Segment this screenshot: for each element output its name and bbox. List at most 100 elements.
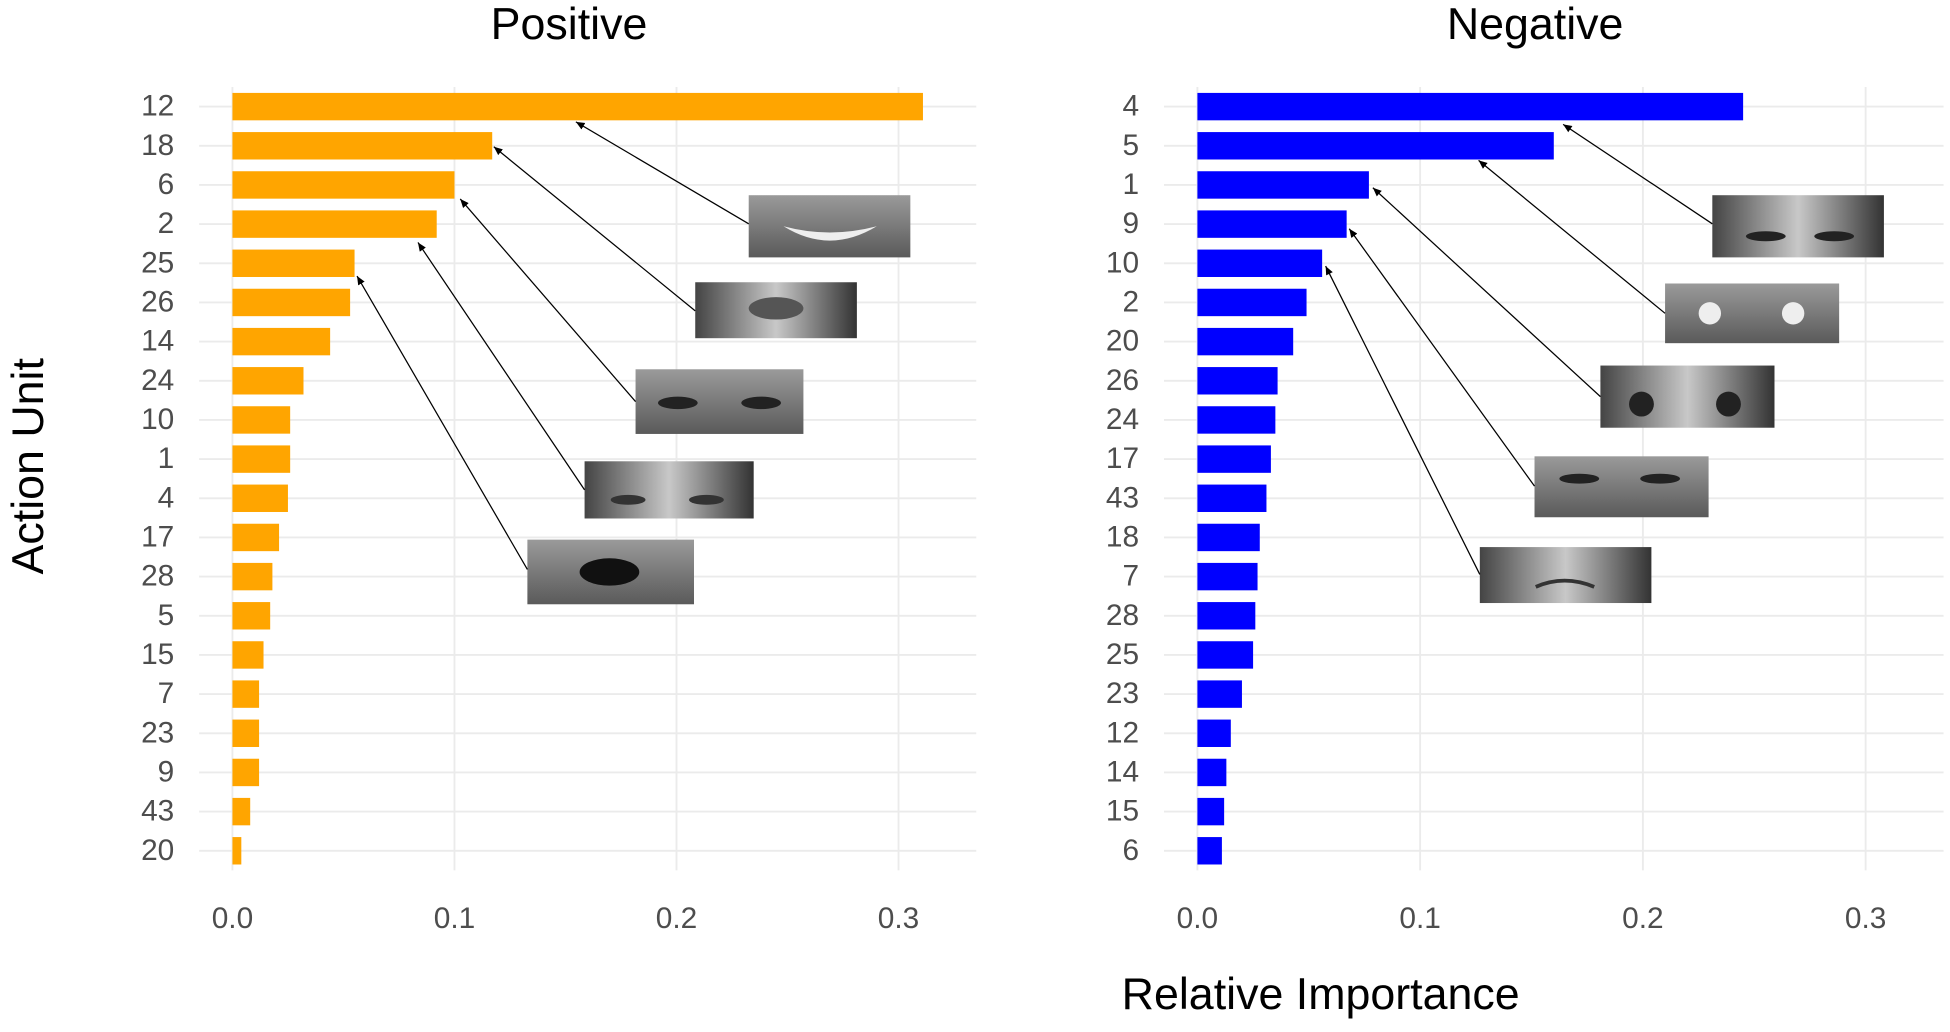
face-feature [1629,391,1654,417]
y-tick-label: 28 [1106,599,1139,632]
bar [232,171,455,199]
face-image [1712,195,1884,258]
face-image [1479,547,1652,604]
face-image [1665,283,1840,344]
y-tick-label: 5 [158,599,175,632]
y-tick-label: 24 [1106,403,1139,436]
face-feature [741,396,782,410]
arrow [1562,123,1713,225]
bar [1197,641,1254,669]
face-feature [1698,302,1722,325]
arrow [356,275,528,570]
bar [232,641,264,669]
y-tick-label: 43 [1106,481,1139,514]
y-tick-label: 7 [158,677,175,710]
bar [1197,249,1323,277]
y-tick-label: 12 [1106,716,1139,749]
arrow [1372,187,1601,398]
bar [1197,367,1278,395]
face-feature [579,558,640,586]
bar [232,758,260,787]
y-tick-label: 1 [158,442,175,475]
bar [1197,445,1271,473]
y-tick-label: 9 [158,756,175,789]
bar [1197,171,1369,199]
y-tick-label: 12 [141,90,174,123]
panel-title: Negative [1447,0,1624,49]
face-feature [748,297,804,320]
bar [1197,288,1307,317]
y-tick-label: 20 [1106,325,1139,358]
face-image [1600,365,1775,428]
bar [232,680,260,708]
y-tick-label: 10 [1106,246,1139,279]
panel-title: Positive [491,0,648,49]
bar [1197,406,1276,434]
face-feature [657,396,698,410]
arrow [417,242,586,491]
y-tick-label: 17 [141,521,174,554]
y-tick-label: 2 [1123,286,1140,319]
y-tick-label: 20 [141,834,174,867]
bar [1197,680,1242,708]
arrow [459,198,637,403]
y-tick-label: 10 [141,403,174,436]
y-tick-label: 2 [158,207,175,240]
y-axis-title: Action Unit [3,358,53,575]
y-tick-label: 4 [1123,90,1140,123]
bar [232,602,271,630]
bar [232,249,355,277]
face-feature [1640,473,1680,484]
bar [232,797,251,826]
y-tick-label: 5 [1123,129,1140,162]
bar [232,288,351,317]
y-tick-label: 9 [1123,207,1140,240]
bar [1197,758,1227,787]
bar [232,406,291,434]
arrow [493,146,696,312]
arrow [575,121,750,225]
face-feature [1559,473,1600,484]
y-tick-label: 23 [1106,677,1139,710]
face-feature [783,226,877,241]
face-feature [1716,391,1741,417]
bar [1197,92,1744,121]
y-tick-label: 26 [1106,364,1139,397]
y-tick-label: 6 [158,168,175,201]
x-tick-label: 0.1 [434,902,475,935]
face-image [584,461,754,519]
y-tick-label: 25 [1106,638,1139,671]
face-feature [1781,302,1805,325]
y-tick-label: 4 [158,481,175,514]
bar [1197,327,1294,356]
face-feature [689,494,724,505]
face-feature [1745,231,1786,242]
arrow [1478,159,1666,314]
y-tick-label: 17 [1106,442,1139,475]
bar [232,92,923,121]
bar [232,132,493,160]
bar [232,367,304,395]
face-image [748,195,911,258]
bar [232,210,437,238]
bar [232,327,331,356]
y-tick-label: 25 [141,246,174,279]
bar [1197,523,1260,552]
bar [1197,210,1347,238]
x-tick-label: 0.0 [212,902,253,935]
x-tick-label: 0.0 [1177,902,1218,935]
x-tick-label: 0.3 [1845,902,1886,935]
bar [1197,602,1256,630]
y-tick-label: 15 [1106,795,1139,828]
y-tick-label: 6 [1123,834,1140,867]
y-tick-label: 1 [1123,168,1140,201]
y-tick-label: 24 [141,364,174,397]
y-tick-label: 28 [141,560,174,593]
y-tick-label: 23 [141,716,174,749]
arrow [1325,265,1481,575]
y-tick-label: 14 [1106,756,1139,789]
x-tick-label: 0.2 [656,902,697,935]
arrow [1348,228,1536,487]
bar [1197,484,1267,512]
